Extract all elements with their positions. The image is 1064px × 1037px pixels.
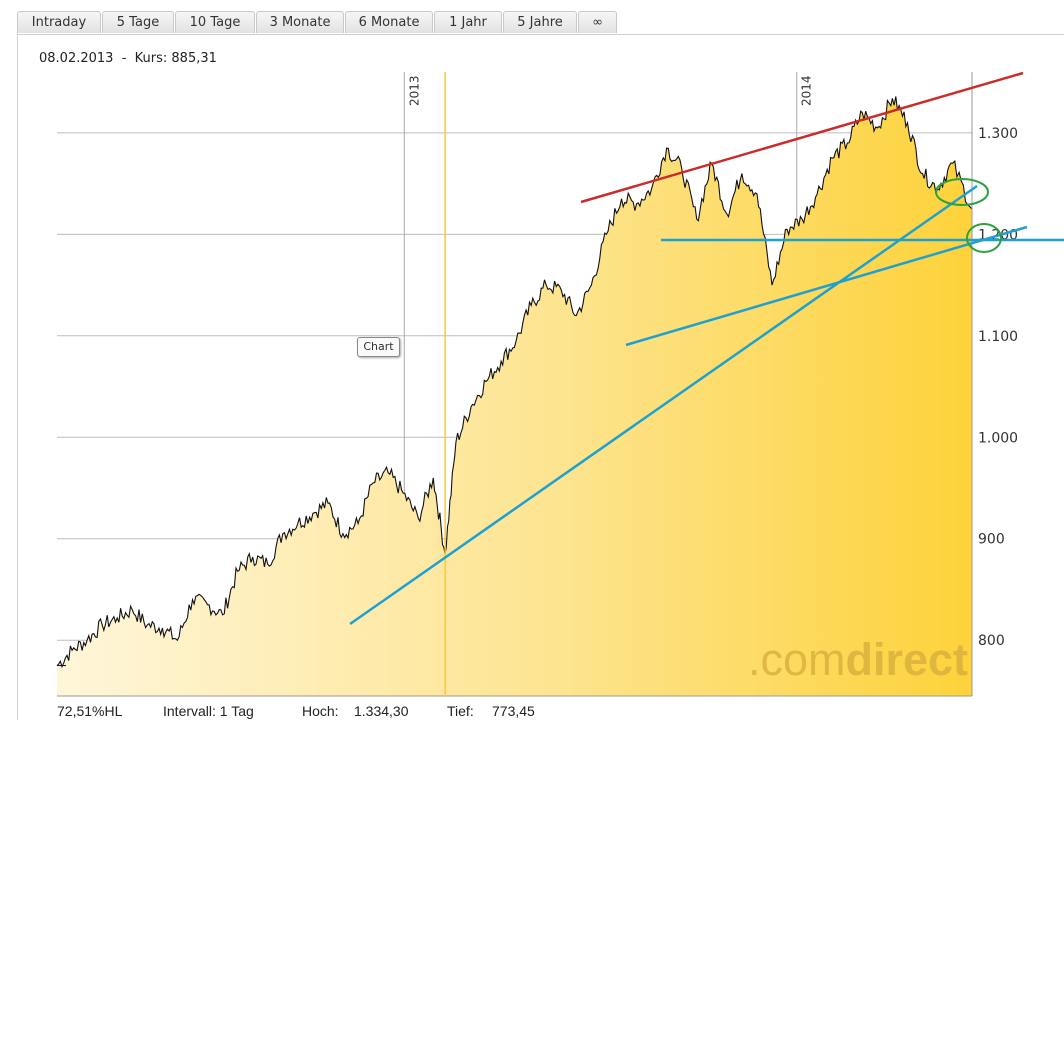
y-tick-label-2: 1.000 (978, 430, 1018, 446)
tab-max[interactable]: ∞ (578, 11, 617, 33)
price-line (56, 96, 973, 669)
tab-5-tage[interactable]: 5 Tage (102, 11, 174, 33)
range-percent: 72,51%HL (57, 703, 123, 719)
tab-10-tage[interactable]: 10 Tage (175, 11, 255, 33)
tab-1-jahr[interactable]: 1 Jahr (434, 11, 502, 33)
x-axis: 2013 2014 (57, 72, 972, 697)
tab-3-monate[interactable]: 3 Monate (256, 11, 344, 33)
resistance-trendline (580, 71, 1024, 204)
interval-label: Intervall: 1 Tag (163, 703, 254, 719)
frame-border (17, 34, 18, 720)
tab-6-monate[interactable]: 6 Monate (345, 11, 433, 33)
low-value: 773,45 (492, 703, 535, 719)
y-tick-label-3: 1.100 (978, 329, 1018, 345)
highlight-circle-lower (966, 223, 1002, 253)
price-info: 08.02.2013 - Kurs: 885,31 (39, 51, 217, 66)
x-tick-label-0: 2013 (407, 75, 421, 106)
high-value: 1.334,30 (354, 703, 409, 719)
long-support-trendline (349, 184, 978, 626)
high-label: Hoch: (302, 703, 339, 719)
watermark: .comdirect (748, 634, 968, 685)
price-area (57, 96, 972, 696)
chart-tooltip: Chart (357, 337, 400, 357)
highlight-circle-upper (935, 178, 989, 206)
tab-5-jahre[interactable]: 5 Jahre (503, 11, 577, 33)
y-tick-label-1: 900 (978, 532, 1005, 548)
y-tick-label-0: 800 (978, 633, 1005, 649)
short-support-trendline (625, 225, 1028, 347)
tab-intraday[interactable]: Intraday (17, 11, 101, 33)
y-tick-label-5: 1.300 (978, 126, 1018, 142)
low-label: Tief: (447, 703, 474, 719)
x-tick-label-1: 2014 (800, 75, 814, 106)
tab-underline (17, 34, 1064, 35)
